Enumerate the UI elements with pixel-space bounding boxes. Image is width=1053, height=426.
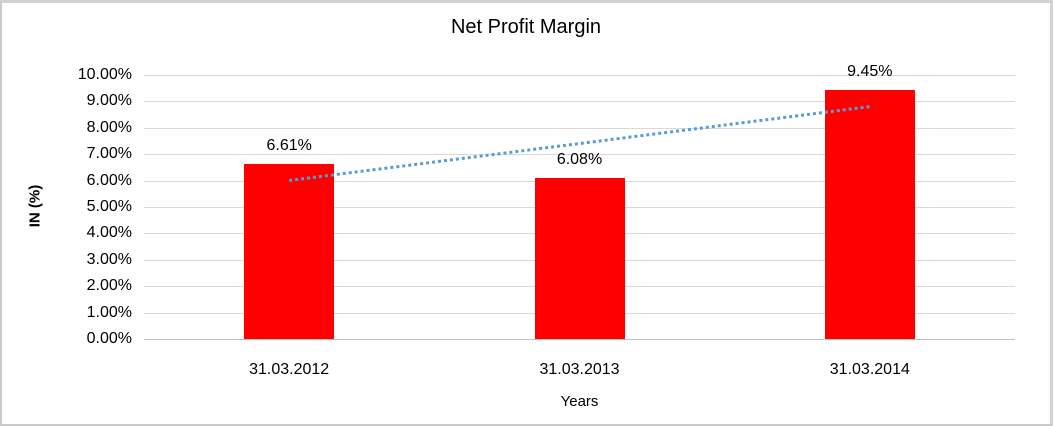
gridline <box>144 127 1015 129</box>
y-tick-label: 1.00% <box>86 303 132 321</box>
data-label: 6.61% <box>266 137 312 155</box>
gridline <box>144 75 1015 76</box>
y-tick-label: 2.00% <box>86 277 132 295</box>
data-label: 6.08% <box>556 151 603 169</box>
y-tick-label: 5.00% <box>86 198 132 215</box>
bar-31.03.2012 <box>244 164 335 339</box>
plot-area: 6.61% 6.08% 9.45% <box>144 63 1015 340</box>
y-tick-label: 10.00% <box>77 66 132 83</box>
gridline <box>144 154 1015 156</box>
x-axis-line <box>144 339 1015 340</box>
y-tick-label: 9.00% <box>86 92 132 110</box>
gridline <box>144 101 1015 103</box>
x-axis-title: Years <box>560 393 599 410</box>
y-tick-label: 4.00% <box>86 224 132 242</box>
bar-31.03.2013 <box>534 178 625 339</box>
y-tick-label: 8.00% <box>86 118 132 136</box>
y-tick-label: 0.00% <box>86 330 132 347</box>
bar-31.03.2014 <box>824 89 915 339</box>
x-tick-label: 31.03.2013 <box>539 361 620 378</box>
x-tick-label: 31.03.2014 <box>829 361 910 378</box>
chart-title: Net Profit Margin <box>450 16 602 38</box>
y-tick-label: 3.00% <box>86 250 132 268</box>
y-tick-label: 6.00% <box>86 171 132 189</box>
y-tick-label: 7.00% <box>86 145 132 163</box>
data-label: 9.45% <box>847 62 893 80</box>
x-tick-label: 31.03.2012 <box>249 361 330 378</box>
linear-trendline <box>289 105 871 183</box>
